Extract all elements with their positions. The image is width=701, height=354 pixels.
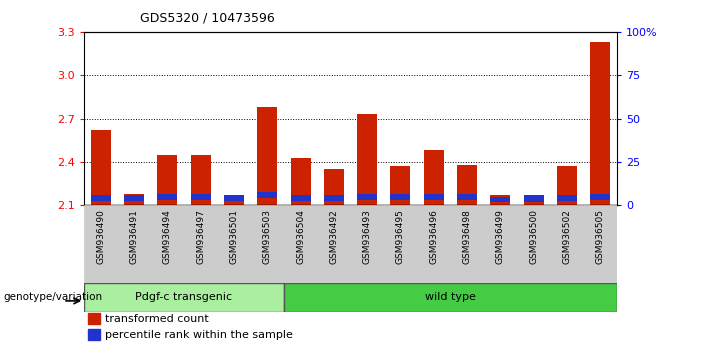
Bar [423, 194, 444, 200]
Bar [583, 205, 617, 283]
Bar [184, 205, 217, 283]
Bar [257, 107, 278, 205]
Text: GSM936492: GSM936492 [329, 209, 339, 264]
Bar [350, 205, 384, 283]
Bar [284, 205, 317, 283]
Bar [157, 155, 177, 205]
Bar [357, 194, 377, 200]
Bar [550, 205, 583, 283]
Bar [557, 166, 577, 205]
Bar [450, 205, 484, 283]
Bar [517, 205, 550, 283]
Text: GSM936499: GSM936499 [496, 209, 505, 264]
Bar [290, 195, 311, 201]
Bar [524, 202, 543, 205]
Text: transformed count: transformed count [105, 314, 209, 324]
Text: GSM936496: GSM936496 [429, 209, 438, 264]
Text: GSM936495: GSM936495 [396, 209, 405, 264]
Text: percentile rank within the sample: percentile rank within the sample [105, 330, 293, 339]
Bar [384, 205, 417, 283]
Bar [317, 205, 350, 283]
Bar [217, 205, 250, 283]
Bar [484, 205, 517, 283]
Bar [84, 205, 117, 283]
Bar [224, 195, 244, 205]
Text: GSM936490: GSM936490 [96, 209, 105, 264]
Bar [324, 195, 343, 201]
Bar [457, 194, 477, 200]
Text: Pdgf-c transgenic: Pdgf-c transgenic [135, 292, 233, 302]
Bar [90, 130, 111, 205]
Bar [257, 192, 278, 198]
Bar [124, 195, 144, 201]
Bar [251, 205, 284, 283]
Text: GSM936494: GSM936494 [163, 209, 172, 264]
Bar [524, 195, 543, 202]
Text: genotype/variation: genotype/variation [4, 292, 102, 302]
Bar [117, 205, 151, 283]
Text: GSM936498: GSM936498 [463, 209, 472, 264]
Bar [90, 195, 111, 201]
Text: GSM936505: GSM936505 [596, 209, 605, 264]
Text: GSM936504: GSM936504 [296, 209, 305, 264]
Text: GSM936497: GSM936497 [196, 209, 205, 264]
Bar [324, 169, 343, 205]
Text: GSM936493: GSM936493 [362, 209, 372, 264]
Bar [390, 166, 411, 205]
Bar [284, 283, 617, 312]
Bar [357, 114, 377, 205]
Text: wild type: wild type [425, 292, 476, 302]
Bar [457, 165, 477, 205]
Bar [157, 194, 177, 200]
Bar [84, 283, 284, 312]
Text: GSM936503: GSM936503 [263, 209, 272, 264]
Text: GSM936501: GSM936501 [229, 209, 238, 264]
Bar [417, 205, 451, 283]
Bar [423, 150, 444, 205]
Text: GDS5320 / 10473596: GDS5320 / 10473596 [140, 12, 275, 25]
Bar [590, 194, 610, 200]
Bar [191, 194, 210, 200]
Bar [557, 195, 577, 201]
Bar [191, 155, 210, 205]
Bar [224, 195, 244, 201]
Text: GSM936502: GSM936502 [562, 209, 571, 264]
Bar [290, 158, 311, 205]
Bar [151, 205, 184, 283]
Bar [124, 194, 144, 205]
Bar [590, 42, 610, 205]
Bar [390, 194, 411, 200]
Bar [490, 195, 510, 205]
Text: GSM936500: GSM936500 [529, 209, 538, 264]
Text: GSM936491: GSM936491 [130, 209, 139, 264]
Bar [490, 197, 510, 202]
